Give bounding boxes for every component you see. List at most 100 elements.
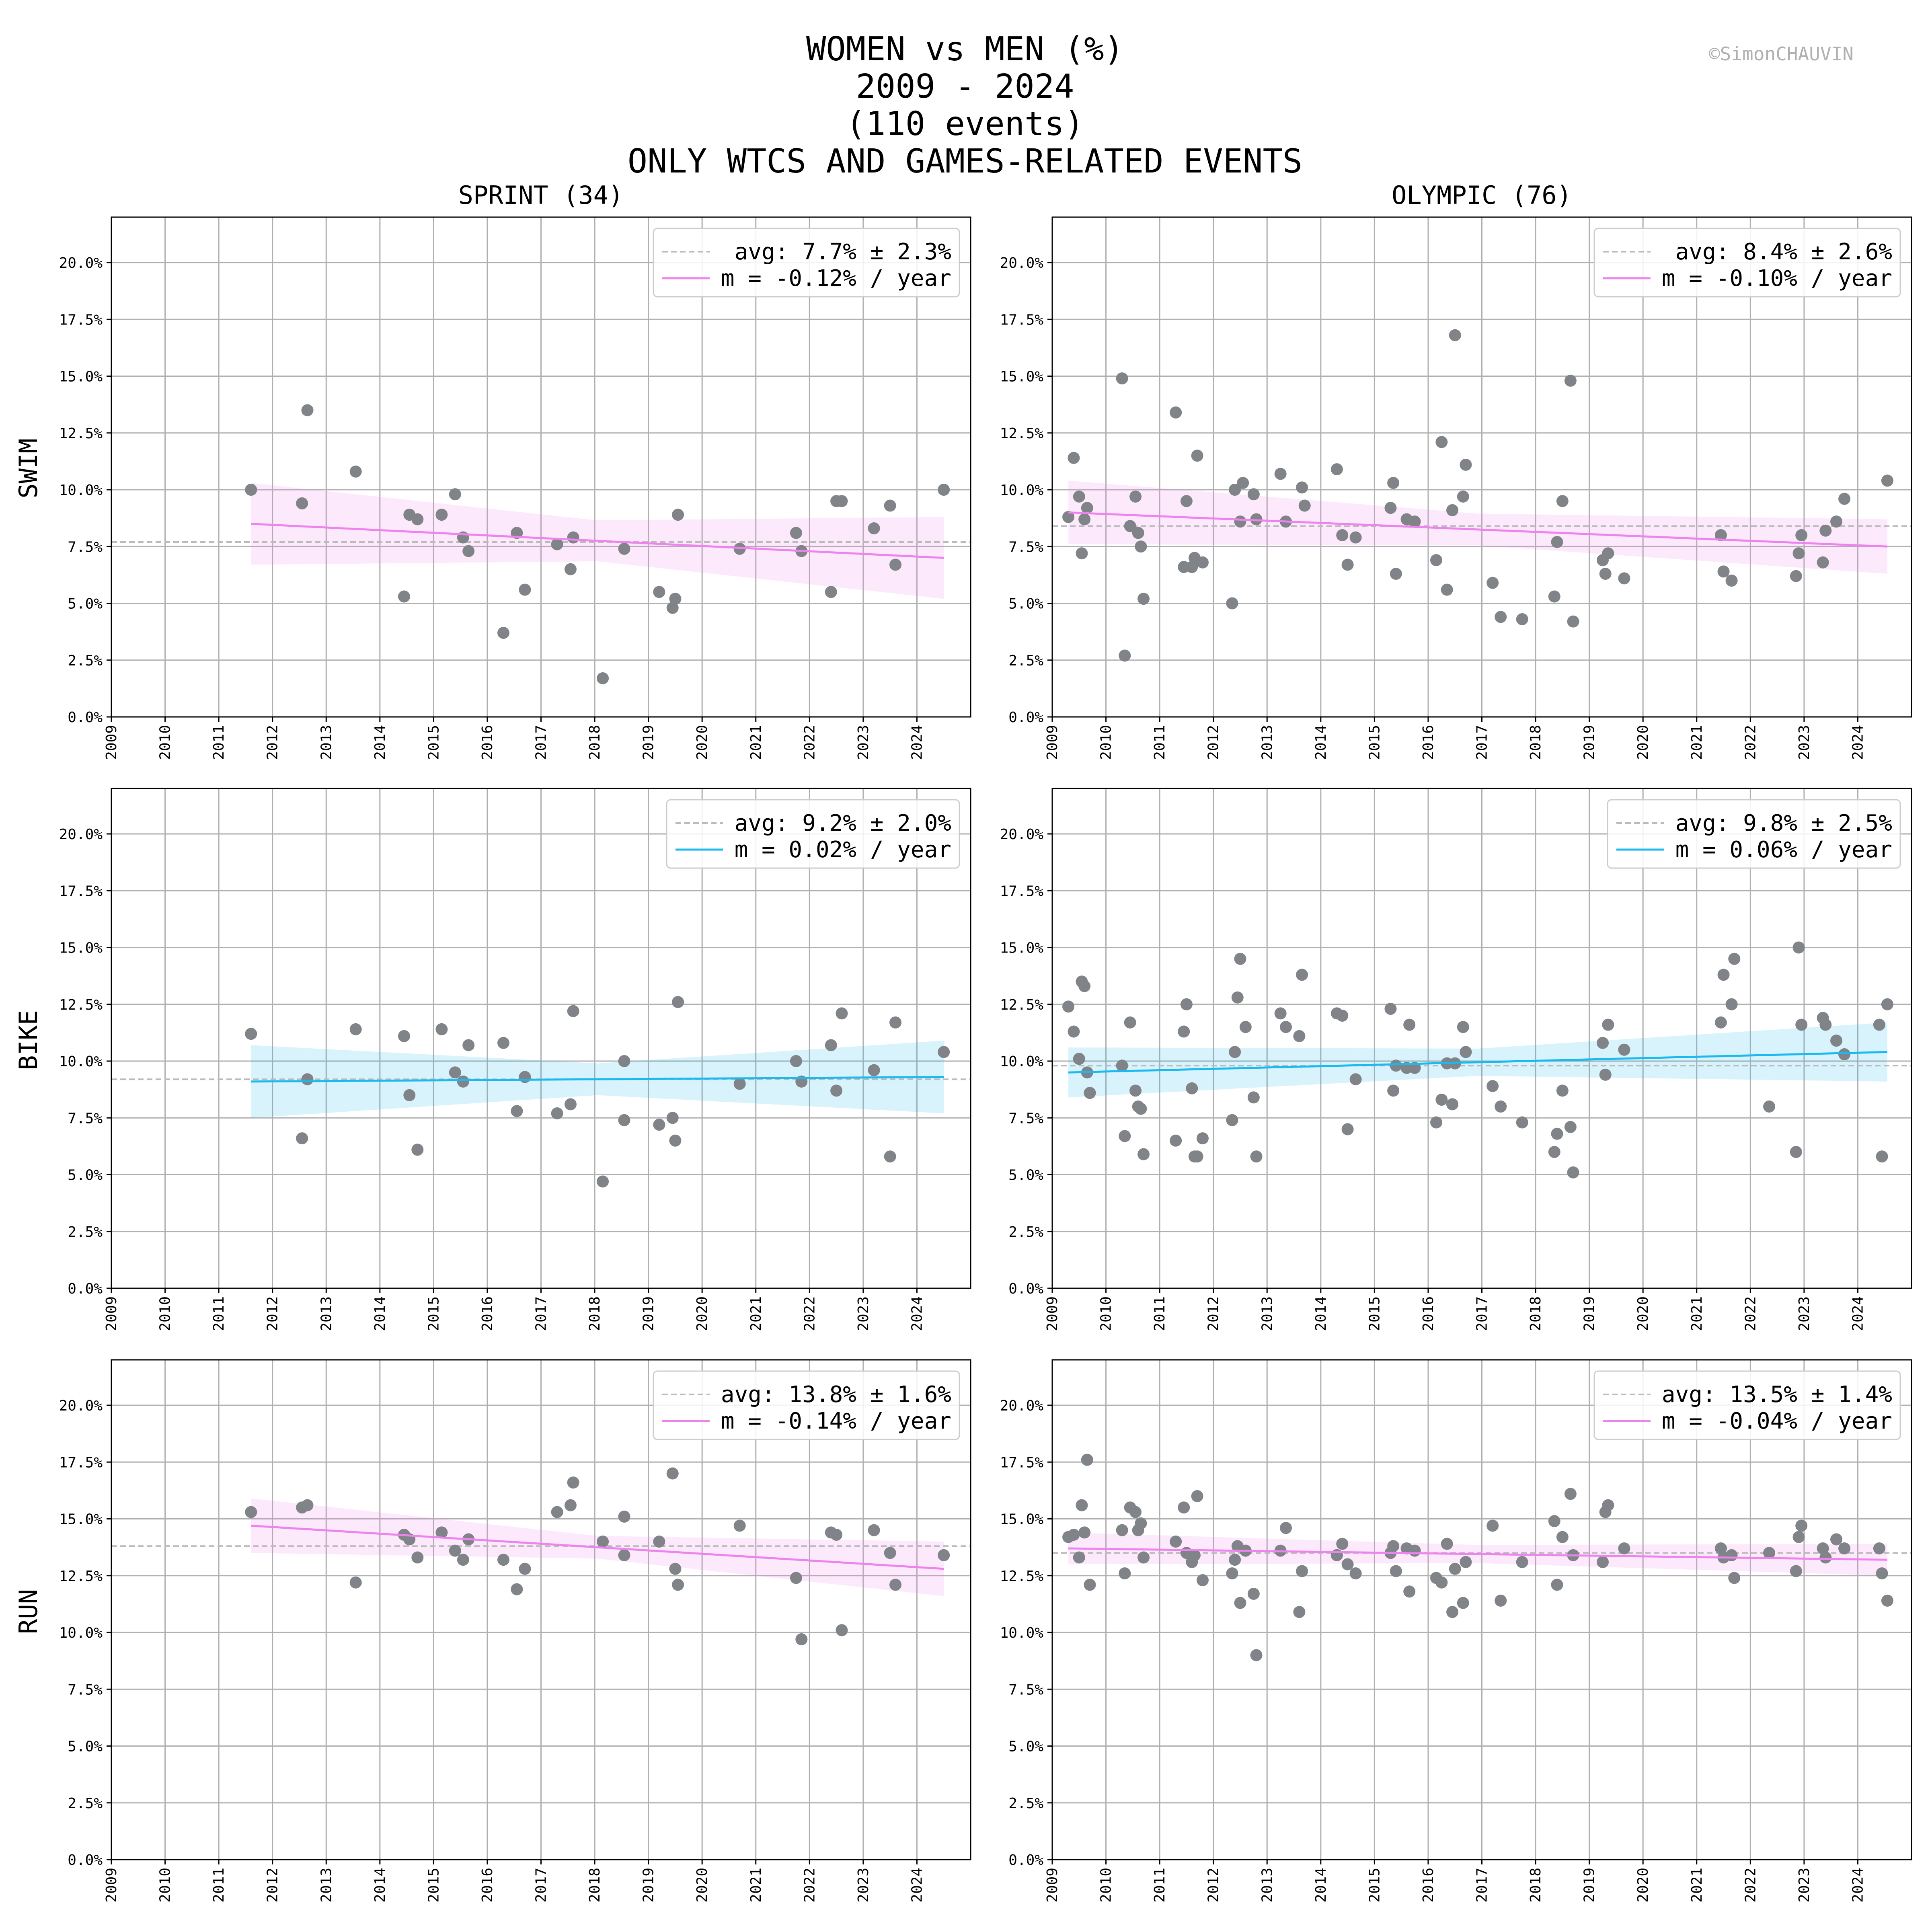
data-point — [1135, 1517, 1147, 1530]
data-point — [1495, 611, 1507, 623]
data-point — [1564, 374, 1577, 387]
data-point — [868, 1064, 880, 1076]
x-tick-label: 2016 — [479, 1868, 496, 1903]
title-line-1: WOMEN vs MEN (%) — [806, 30, 1124, 68]
data-point — [1296, 481, 1308, 494]
data-point — [1556, 495, 1569, 507]
y-tick-label: 20.0% — [59, 826, 103, 843]
data-point — [567, 1005, 579, 1017]
x-tick-label: 2018 — [1528, 725, 1544, 760]
data-point — [1487, 1519, 1499, 1532]
data-point — [884, 1150, 896, 1163]
y-tick-label: 10.0% — [1000, 1625, 1044, 1641]
x-tick-label: 2017 — [533, 725, 550, 760]
y-tick-label: 15.0% — [59, 940, 103, 957]
trend-line — [251, 1524, 944, 1570]
data-point — [666, 1112, 679, 1124]
data-point — [1597, 1556, 1609, 1568]
data-point — [1714, 529, 1727, 541]
data-point — [1830, 1035, 1843, 1047]
legend-box — [1607, 799, 1901, 869]
data-point — [1124, 1016, 1136, 1029]
x-tick-label: 2023 — [855, 1868, 872, 1903]
x-tick-label: 2015 — [425, 1296, 442, 1331]
data-point — [1191, 450, 1203, 462]
y-tick-label: 12.5% — [1000, 997, 1044, 1013]
x-tick-label: 2019 — [1581, 725, 1598, 760]
y-tick-label: 0.0% — [68, 1852, 103, 1868]
legend-box — [666, 799, 960, 869]
y-tick-label: 17.5% — [59, 883, 103, 899]
plot-frame — [1051, 788, 1912, 1289]
y-tick-label: 17.5% — [1000, 1454, 1044, 1471]
data-point — [1336, 529, 1349, 541]
y-tick-label: 15.0% — [1000, 940, 1044, 957]
x-tick-label: 2024 — [1850, 725, 1866, 760]
data-point — [296, 1132, 308, 1145]
y-tick-label: 17.5% — [59, 312, 103, 328]
data-point — [1178, 1501, 1190, 1514]
data-point — [1073, 1551, 1085, 1564]
data-point — [411, 513, 424, 526]
data-point — [551, 538, 563, 550]
data-point — [1516, 613, 1528, 626]
x-tick-label: 2021 — [748, 1868, 764, 1903]
data-point — [1460, 1556, 1472, 1568]
data-point — [1137, 1551, 1150, 1564]
data-point — [1876, 1150, 1888, 1163]
data-point — [1819, 524, 1832, 537]
data-point — [1078, 513, 1091, 526]
title-line-4: ONLY WTCS AND GAMES-RELATED EVENTS — [628, 142, 1303, 181]
data-point — [1178, 1025, 1190, 1038]
data-point — [1495, 1594, 1507, 1607]
legend-trend-label: m = 0.06% / year — [1675, 837, 1892, 863]
y-tick-label: 10.0% — [1000, 1053, 1044, 1070]
data-point — [1725, 575, 1738, 587]
data-point — [1234, 515, 1246, 528]
data-point — [1873, 1542, 1885, 1554]
x-tick-label: 2020 — [1635, 1868, 1651, 1903]
data-point — [1081, 1454, 1093, 1466]
data-point — [1116, 1059, 1128, 1072]
data-point — [1717, 969, 1730, 981]
y-tick-label: 15.0% — [1000, 1511, 1044, 1528]
data-point — [618, 542, 630, 555]
trend-line — [251, 523, 944, 559]
data-point — [836, 1624, 848, 1636]
data-point — [1792, 1531, 1805, 1543]
y-tick-label: 10.0% — [59, 1053, 103, 1070]
x-tick-label: 2021 — [1689, 1296, 1705, 1331]
data-point — [1081, 502, 1093, 514]
data-point — [1487, 577, 1499, 589]
data-point — [398, 1030, 410, 1042]
data-point — [1819, 1018, 1832, 1031]
data-point — [884, 499, 896, 512]
legend: avg: 9.2% ± 2.0%m = 0.02% / year — [666, 799, 960, 869]
data-point — [669, 593, 682, 605]
x-tick-label: 2021 — [1689, 725, 1705, 760]
data-point — [1068, 1529, 1080, 1541]
data-point — [1457, 1597, 1469, 1609]
plot-frame — [111, 788, 971, 1289]
x-tick-label: 2015 — [425, 1868, 442, 1903]
data-point — [1293, 1030, 1306, 1042]
data-point — [836, 1007, 848, 1020]
data-point — [1435, 436, 1448, 448]
x-tick-label: 2013 — [318, 1296, 335, 1331]
data-point — [1062, 1000, 1075, 1013]
data-point — [1078, 1526, 1091, 1539]
data-point — [733, 1519, 746, 1532]
x-tick-label: 2018 — [587, 1868, 603, 1903]
data-point — [349, 465, 362, 478]
data-point — [449, 1544, 461, 1557]
data-point — [1795, 529, 1808, 541]
data-point — [618, 1549, 630, 1561]
data-point — [1830, 1533, 1843, 1546]
data-point — [398, 590, 410, 603]
data-point — [435, 1023, 448, 1035]
data-point — [1239, 1021, 1252, 1033]
y-tick-label: 0.0% — [1008, 1852, 1043, 1868]
data-point — [349, 1023, 362, 1035]
